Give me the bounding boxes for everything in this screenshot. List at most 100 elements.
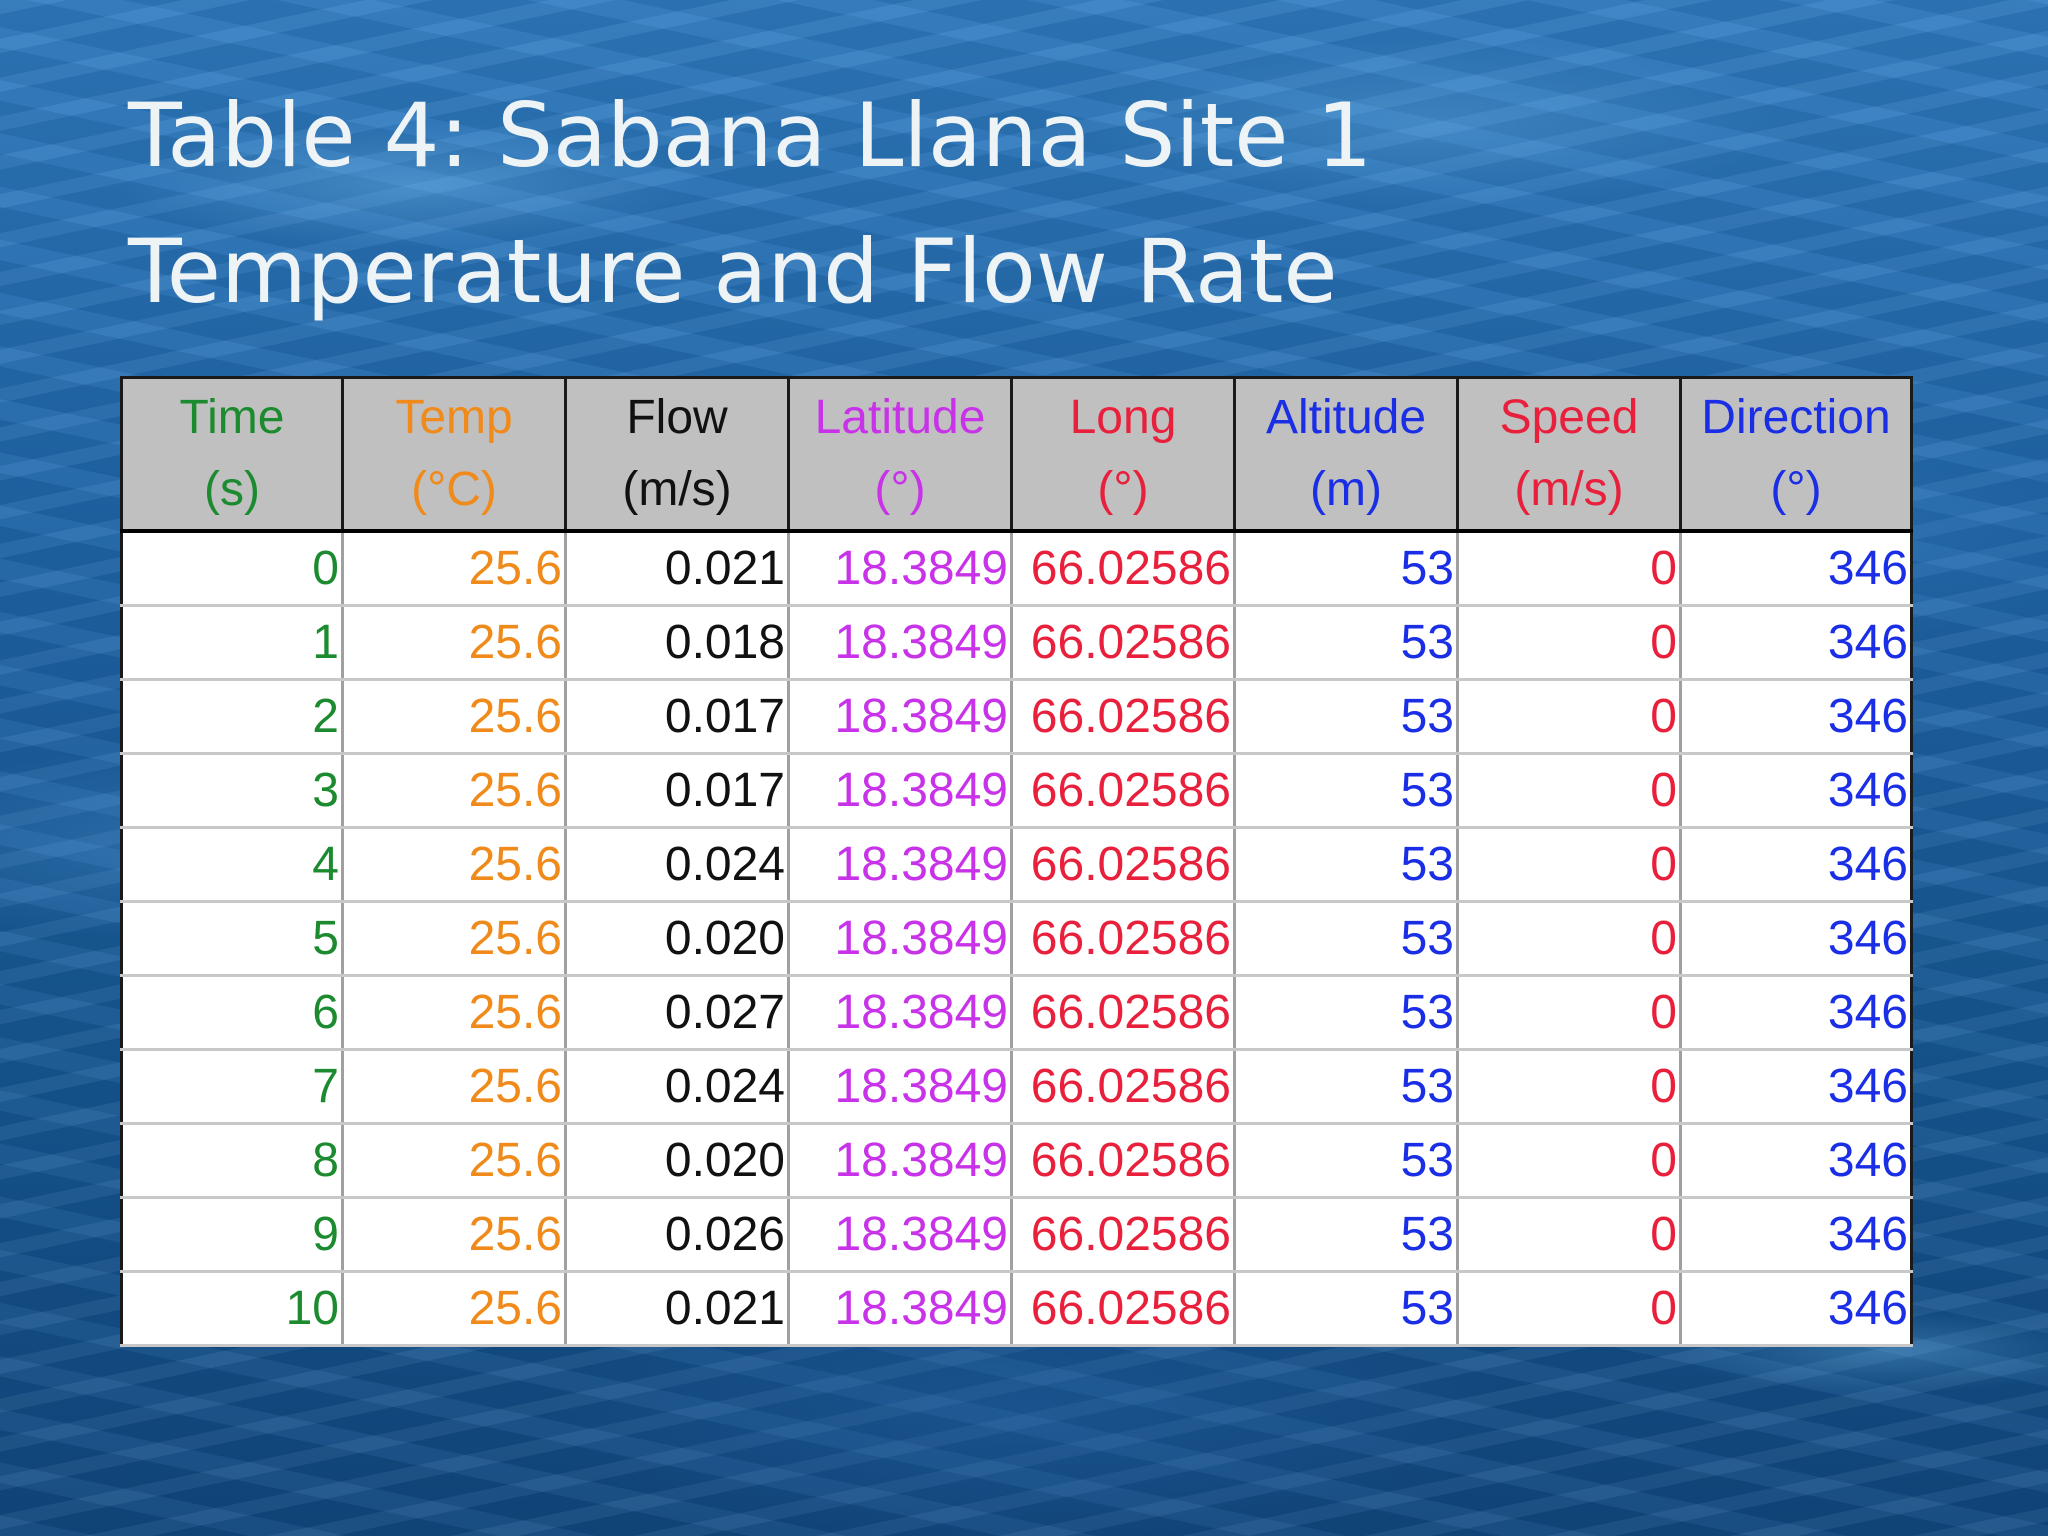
slide-title-line-1: Table 4: Sabana Llana Site 1 bbox=[128, 84, 1373, 187]
column-header-flow: Flow (m/s) bbox=[564, 377, 789, 533]
data-table: Time (s) Temp (°C) Flow (m/s) Latitude (°) L… bbox=[120, 376, 1913, 1347]
table-row: 9 25.6 0.026 18.3849 66.02586 53 0 346 bbox=[121, 1197, 1912, 1273]
table-row: 3 25.6 0.017 18.3849 66.02586 53 0 346 bbox=[121, 753, 1912, 829]
direction-cell: 346 bbox=[1679, 1049, 1912, 1125]
speed-cell: 0 bbox=[1456, 827, 1681, 903]
long-cell: 66.02586 bbox=[1010, 1197, 1235, 1273]
latitude-cell: 18.3849 bbox=[787, 1123, 1012, 1199]
temp-cell: 25.6 bbox=[341, 1197, 566, 1273]
temp-cell: 25.6 bbox=[341, 975, 566, 1051]
speed-cell: 0 bbox=[1456, 1197, 1681, 1273]
latitude-cell: 18.3849 bbox=[787, 679, 1012, 755]
time-cell: 5 bbox=[121, 901, 343, 977]
direction-cell: 346 bbox=[1679, 827, 1912, 903]
latitude-cell: 18.3849 bbox=[787, 975, 1012, 1051]
column-header-altitude: Altitude (m) bbox=[1233, 377, 1458, 533]
temp-cell: 25.6 bbox=[341, 605, 566, 681]
speed-cell: 0 bbox=[1456, 975, 1681, 1051]
direction-cell: 346 bbox=[1679, 679, 1912, 755]
flow-cell: 0.024 bbox=[564, 1049, 789, 1125]
temp-cell: 25.6 bbox=[341, 679, 566, 755]
column-header-speed: Speed (m/s) bbox=[1456, 377, 1681, 533]
table-row: 0 25.6 0.021 18.3849 66.02586 53 0 346 bbox=[121, 531, 1912, 607]
direction-cell: 346 bbox=[1679, 1197, 1912, 1273]
altitude-cell: 53 bbox=[1233, 975, 1458, 1051]
long-cell: 66.02586 bbox=[1010, 605, 1235, 681]
altitude-cell: 53 bbox=[1233, 605, 1458, 681]
latitude-cell: 18.3849 bbox=[787, 605, 1012, 681]
long-cell: 66.02586 bbox=[1010, 975, 1235, 1051]
speed-cell: 0 bbox=[1456, 605, 1681, 681]
direction-cell: 346 bbox=[1679, 531, 1912, 607]
slide-title-line-2: Temperature and Flow Rate bbox=[128, 220, 1338, 323]
table-row: 1 25.6 0.018 18.3849 66.02586 53 0 346 bbox=[121, 605, 1912, 681]
altitude-cell: 53 bbox=[1233, 1271, 1458, 1347]
time-cell: 9 bbox=[121, 1197, 343, 1273]
altitude-cell: 53 bbox=[1233, 827, 1458, 903]
long-cell: 66.02586 bbox=[1010, 679, 1235, 755]
speed-cell: 0 bbox=[1456, 753, 1681, 829]
altitude-cell: 53 bbox=[1233, 1123, 1458, 1199]
table-row: 2 25.6 0.017 18.3849 66.02586 53 0 346 bbox=[121, 679, 1912, 755]
long-cell: 66.02586 bbox=[1010, 827, 1235, 903]
time-cell: 6 bbox=[121, 975, 343, 1051]
latitude-cell: 18.3849 bbox=[787, 753, 1012, 829]
temp-cell: 25.6 bbox=[341, 531, 566, 607]
latitude-cell: 18.3849 bbox=[787, 1197, 1012, 1273]
speed-cell: 0 bbox=[1456, 1271, 1681, 1347]
speed-cell: 0 bbox=[1456, 679, 1681, 755]
altitude-cell: 53 bbox=[1233, 679, 1458, 755]
temp-cell: 25.6 bbox=[341, 827, 566, 903]
latitude-cell: 18.3849 bbox=[787, 827, 1012, 903]
time-cell: 0 bbox=[121, 531, 343, 607]
time-cell: 10 bbox=[121, 1271, 343, 1347]
long-cell: 66.02586 bbox=[1010, 531, 1235, 607]
long-cell: 66.02586 bbox=[1010, 901, 1235, 977]
speed-cell: 0 bbox=[1456, 901, 1681, 977]
table-row: 6 25.6 0.027 18.3849 66.02586 53 0 346 bbox=[121, 975, 1912, 1051]
direction-cell: 346 bbox=[1679, 975, 1912, 1051]
table-header: Time (s) Temp (°C) Flow (m/s) Latitude (°) L… bbox=[121, 377, 1912, 533]
speed-cell: 0 bbox=[1456, 1123, 1681, 1199]
altitude-cell: 53 bbox=[1233, 1049, 1458, 1125]
altitude-cell: 53 bbox=[1233, 1197, 1458, 1273]
header-row: Time (s) Temp (°C) Flow (m/s) Latitude (°) L… bbox=[121, 377, 1912, 533]
time-cell: 7 bbox=[121, 1049, 343, 1125]
direction-cell: 346 bbox=[1679, 1123, 1912, 1199]
flow-cell: 0.021 bbox=[564, 531, 789, 607]
speed-cell: 0 bbox=[1456, 1049, 1681, 1125]
flow-cell: 0.021 bbox=[564, 1271, 789, 1347]
long-cell: 66.02586 bbox=[1010, 1271, 1235, 1347]
time-cell: 2 bbox=[121, 679, 343, 755]
column-header-temp: Temp (°C) bbox=[341, 377, 566, 533]
speed-cell: 0 bbox=[1456, 531, 1681, 607]
long-cell: 66.02586 bbox=[1010, 1049, 1235, 1125]
latitude-cell: 18.3849 bbox=[787, 901, 1012, 977]
temp-cell: 25.6 bbox=[341, 1123, 566, 1199]
latitude-cell: 18.3849 bbox=[787, 1271, 1012, 1347]
latitude-cell: 18.3849 bbox=[787, 531, 1012, 607]
table-row: 5 25.6 0.020 18.3849 66.02586 53 0 346 bbox=[121, 901, 1912, 977]
column-header-latitude: Latitude (°) bbox=[787, 377, 1012, 533]
slide-title: Table 4: Sabana Llana Site 1 Temperature… bbox=[128, 68, 1828, 340]
direction-cell: 346 bbox=[1679, 901, 1912, 977]
flow-cell: 0.027 bbox=[564, 975, 789, 1051]
column-header-direction: Direction (°) bbox=[1679, 377, 1912, 533]
flow-cell: 0.024 bbox=[564, 827, 789, 903]
temp-cell: 25.6 bbox=[341, 753, 566, 829]
direction-cell: 346 bbox=[1679, 605, 1912, 681]
table-row: 10 25.6 0.021 18.3849 66.02586 53 0 346 bbox=[121, 1271, 1912, 1347]
column-header-long: Long (°) bbox=[1010, 377, 1235, 533]
flow-cell: 0.018 bbox=[564, 605, 789, 681]
table-row: 8 25.6 0.020 18.3849 66.02586 53 0 346 bbox=[121, 1123, 1912, 1199]
long-cell: 66.02586 bbox=[1010, 1123, 1235, 1199]
temp-cell: 25.6 bbox=[341, 901, 566, 977]
flow-cell: 0.017 bbox=[564, 679, 789, 755]
temp-cell: 25.6 bbox=[341, 1049, 566, 1125]
altitude-cell: 53 bbox=[1233, 753, 1458, 829]
altitude-cell: 53 bbox=[1233, 901, 1458, 977]
table-row: 4 25.6 0.024 18.3849 66.02586 53 0 346 bbox=[121, 827, 1912, 903]
direction-cell: 346 bbox=[1679, 753, 1912, 829]
flow-cell: 0.020 bbox=[564, 901, 789, 977]
flow-cell: 0.020 bbox=[564, 1123, 789, 1199]
